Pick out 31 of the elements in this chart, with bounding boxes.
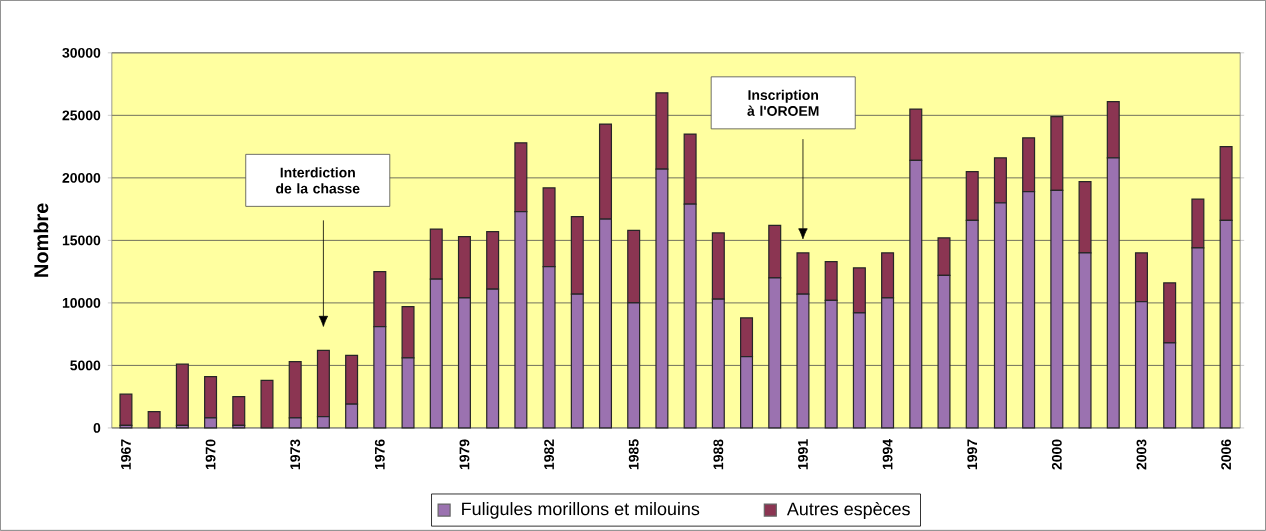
bar	[175, 363, 189, 427]
annotation: Inscription à l'OROEM	[747, 89, 819, 117]
x-tick-label: 1991	[798, 439, 808, 470]
y-axis-title: Nombre	[33, 203, 49, 277]
y-tick-label: 0	[93, 423, 101, 433]
bar	[119, 393, 133, 427]
x-tick-label: 1994	[882, 439, 893, 470]
x-tick-label: 1970	[205, 439, 216, 470]
y-tick-label: 20000	[62, 173, 101, 183]
legend-label: Fuligules morillons et milouins	[462, 502, 700, 519]
x-tick-label: 1979	[459, 439, 470, 470]
x-tick-label: 2003	[1136, 439, 1147, 470]
y-tick-label: 30000	[62, 48, 101, 58]
bar	[232, 396, 246, 427]
legend-label: Autres espèces	[786, 502, 910, 519]
x-tick-label: 1985	[628, 439, 639, 470]
x-tick-label: 1997	[967, 439, 978, 470]
y-tick-label: 25000	[62, 110, 101, 121]
bar	[147, 411, 161, 429]
annotation: Interdiction de la chasse	[276, 167, 360, 194]
x-tick-label: 2006	[1221, 439, 1232, 470]
x-tick-label: 1988	[713, 439, 724, 470]
y-tick-label: 15000	[62, 235, 101, 246]
x-tick-label: 2000	[1051, 439, 1062, 470]
y-tick-label: 5000	[70, 360, 101, 371]
y-tick-label: 10000	[62, 298, 101, 308]
x-tick-label: 1982	[544, 439, 554, 470]
x-tick-label: 1976	[374, 439, 385, 470]
bar	[260, 379, 274, 429]
x-tick-label: 1973	[290, 439, 301, 470]
x-tick-label: 1967	[121, 439, 131, 470]
